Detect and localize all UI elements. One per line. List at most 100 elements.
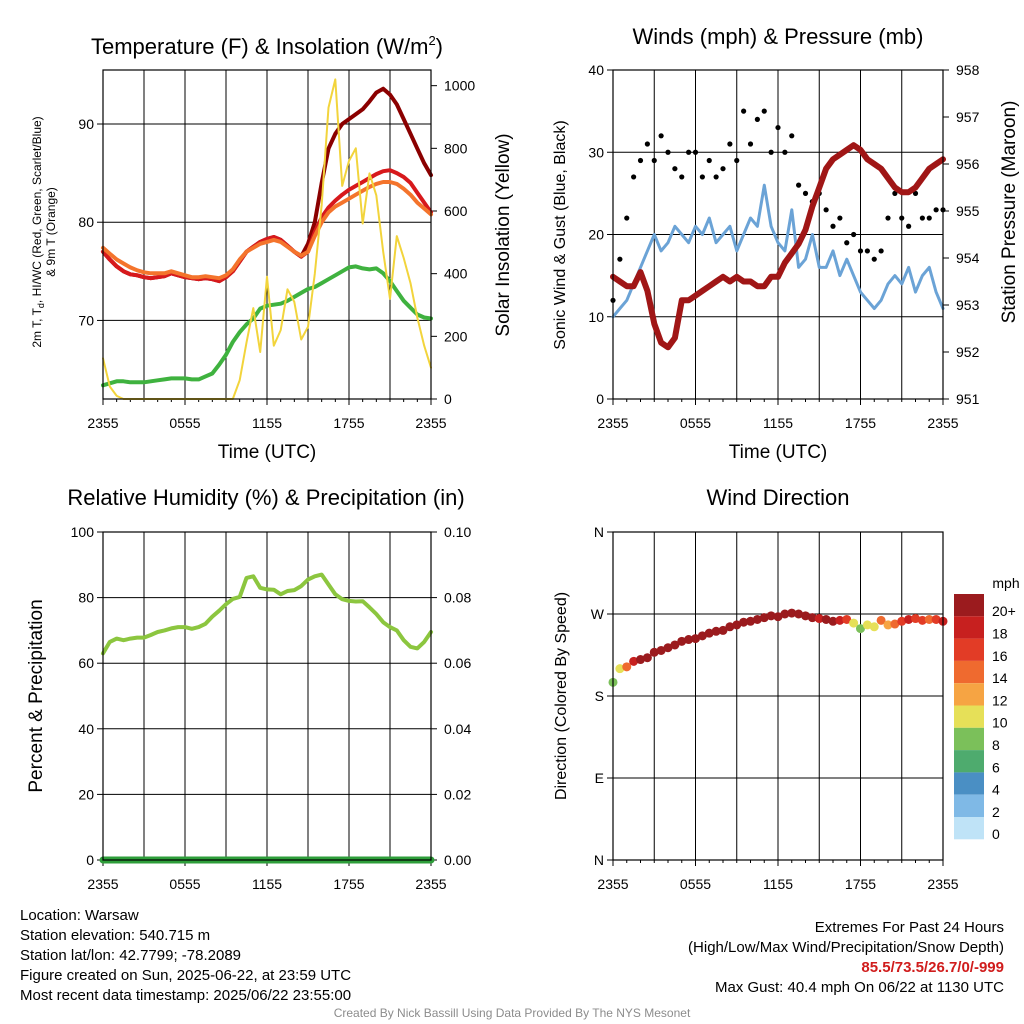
direction-point <box>835 615 845 625</box>
svg-text:2m T, Td, HI/WC (Red, Green, S: 2m T, Td, HI/WC (Red, Green, Scarlet/Blu… <box>30 116 46 347</box>
direction-point <box>794 609 804 619</box>
gust-point <box>857 248 864 254</box>
direction-point <box>670 640 680 650</box>
colorbar-swatch <box>954 727 984 751</box>
plot-frame <box>102 69 432 400</box>
x-tick-label: 2355 <box>87 876 118 892</box>
x-tick-label: 2355 <box>415 876 446 892</box>
direction-point <box>856 624 865 634</box>
gust-point <box>713 174 719 180</box>
direction-point <box>752 614 762 624</box>
y-tick-label: N <box>594 524 604 540</box>
x-tick-label: 1155 <box>763 876 793 892</box>
direction-point <box>649 647 659 657</box>
gust-point <box>789 133 795 139</box>
colorbar-label: 2 <box>992 804 1000 820</box>
temperature-insolation-panel: Temperature (F) & Insolation (W/m2) 2355… <box>30 33 514 463</box>
speed-colorbar: mph 20+ 18 16 14 12 10 8 6 4 2 0 <box>954 575 1020 842</box>
wind-direction-panel-title: Wind Direction <box>706 485 849 510</box>
y2-tick-label: 952 <box>956 344 980 360</box>
gust-point <box>782 149 788 155</box>
y2-tick-label: 957 <box>956 109 980 125</box>
colorbar-swatch <box>954 660 984 684</box>
gust-point <box>692 149 699 155</box>
humidity-y-axis-label: Percent & Precipitation <box>26 599 47 792</box>
direction-point <box>622 662 632 672</box>
y-tick-label: E <box>595 770 604 786</box>
y2-tick-label: 953 <box>956 297 980 313</box>
direction-point <box>739 617 749 627</box>
x-tick-label: 0555 <box>680 876 711 892</box>
y-tick-label: 70 <box>78 312 94 328</box>
gust-point <box>754 116 760 122</box>
y2-tick-label: 0.08 <box>444 590 471 606</box>
y-tick-label: 100 <box>71 524 95 540</box>
gust-point <box>658 133 664 139</box>
station-info: Location: Warsaw Station elevation: 540.… <box>20 906 351 1006</box>
gust-point <box>919 215 925 221</box>
gust-point <box>624 215 630 221</box>
y2-tick-label: 1000 <box>444 78 475 94</box>
colorbar-swatch <box>954 705 984 728</box>
colorbar-swatch <box>954 772 984 795</box>
direction-point <box>849 618 859 628</box>
series-line-1 <box>101 168 433 284</box>
direction-point <box>663 643 673 653</box>
gust-point <box>899 215 905 221</box>
y-tick-label: W <box>591 606 605 622</box>
x-tick-label: 2355 <box>597 876 628 892</box>
gust-point <box>617 256 623 262</box>
y-tick-label: 30 <box>588 144 604 160</box>
series-line-0 <box>611 183 945 319</box>
recent-data-timestamp: Most recent data timestamp: 2025/06/22 2… <box>20 987 352 1004</box>
y-tick-label: S <box>595 688 604 704</box>
y2-tick-label: 400 <box>444 266 468 282</box>
direction-point <box>807 613 817 623</box>
gust-point <box>631 174 637 180</box>
y2-tick-label: 955 <box>956 203 980 219</box>
direction-point <box>642 653 652 663</box>
temperature-panel-title: Temperature (F) & Insolation (W/m2) <box>91 33 443 59</box>
gust-point <box>878 248 884 254</box>
y2-tick-label: 954 <box>956 250 980 266</box>
y2-tick-label: 600 <box>444 203 468 219</box>
temperature-y-axis-label: 2m T, Td, HI/WC (Red, Green, Scarlet/Blu… <box>30 116 58 347</box>
winds-x-axis-label: Time (UTC) <box>729 442 828 463</box>
plot-frame <box>102 531 432 861</box>
gust-point <box>741 108 747 114</box>
colorbar-label: 20+ <box>992 603 1016 619</box>
y2-tick-label: 200 <box>444 328 468 344</box>
direction-point <box>897 616 907 626</box>
y2-tick-label: 956 <box>956 156 980 172</box>
x-tick-label: 2355 <box>927 415 958 431</box>
series-line-3 <box>101 264 433 388</box>
direction-point <box>911 614 920 624</box>
station-elevation: Station elevation: 540.715 m <box>20 927 211 944</box>
winds-pressure-panel: Winds (mph) & Pressure (mb) 2355 0555 1155… <box>552 24 1020 463</box>
direction-point <box>842 614 852 624</box>
gust-point <box>720 166 726 172</box>
gust-point <box>768 149 774 155</box>
colorbar-swatch <box>954 817 984 840</box>
gust-point <box>665 149 671 155</box>
gust-point <box>933 207 939 213</box>
colorbar-swatch <box>954 750 984 773</box>
x-tick-label: 1755 <box>845 876 876 892</box>
extremes-info: Extremes For Past 24 Hours (High/Low/Max… <box>688 918 1004 998</box>
gust-point <box>844 240 850 246</box>
gust-point <box>686 149 692 155</box>
y-tick-label: 90 <box>78 116 94 132</box>
y2-tick-label: 0.02 <box>444 786 471 802</box>
colorbar-swatch <box>954 616 984 639</box>
svg-text:& 9m T (Orange): & 9m T (Orange) <box>44 187 58 277</box>
gust-point <box>679 174 685 180</box>
colorbar-swatch <box>954 594 984 617</box>
y-tick-label: N <box>594 852 604 868</box>
direction-point <box>691 634 700 644</box>
direction-point <box>615 664 625 674</box>
extremes-subheading: (High/Low/Max Wind/Precipitation/Snow De… <box>688 939 1004 956</box>
x-tick-label: 2355 <box>415 415 446 431</box>
colorbar-swatch <box>954 794 984 817</box>
direction-point <box>862 620 872 630</box>
direction-point <box>924 614 934 624</box>
